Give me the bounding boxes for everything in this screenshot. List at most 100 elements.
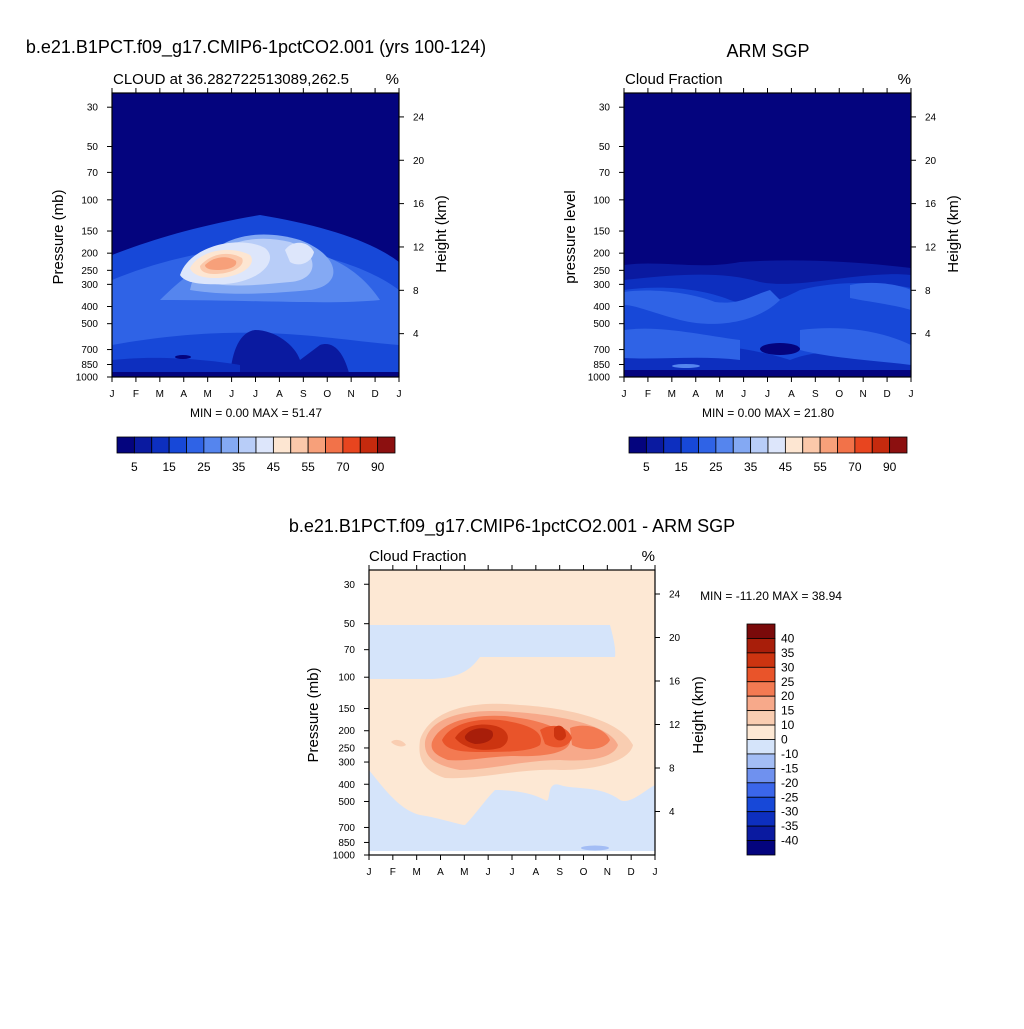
panel-obs-colorbar-label: 45 [779,460,793,474]
panel-diff-xtick-label: A [532,867,539,878]
panel-obs-title: ARM SGP [726,41,809,61]
panel-obs-colorbar-swatch [645,436,665,454]
panel-model-colorbar-swatch [168,436,187,454]
panel-diff-colorbar-label: 40 [781,631,795,645]
panel-model-ytick-label: 300 [81,280,98,291]
panel-diff-ytick-label: 1000 [333,851,356,862]
panel-diff-ylabel-right: Height (km) [690,676,707,754]
panel-model-colorbar-label: 15 [162,460,176,474]
panel-model-ylabel: Pressure (mb) [50,189,67,284]
panel-obs-xtick-label: J [741,389,746,400]
panel-diff-colorbar-swatch [746,724,776,740]
panel-diff-ytick-label: 400 [338,780,355,791]
panel-model-colorbar-label: 90 [371,460,385,474]
panel-obs-colorbar-swatch [837,436,856,454]
panel-obs-colorbar-swatch [854,436,873,454]
panel-diff-colorbar-label: 15 [781,704,795,718]
panel-obs-xtick-label: J [765,389,770,400]
panel-diff-xtick-label: A [437,867,444,878]
panel-diff-colorbar-swatch [746,811,776,827]
panel-model-units: % [386,71,399,88]
panel-model-xtick-label: J [110,389,115,400]
panel-diff-ytick-label: 850 [338,838,355,849]
panel-obs-yrtick-label: 16 [925,199,937,210]
panel-obs-ytick-label: 850 [593,360,610,371]
panel-model-ytick-label: 250 [81,266,98,277]
panel-obs-ytick-label: 50 [599,142,611,153]
panel-diff-colorbar-swatch [746,681,776,697]
panel-obs-yrtick-label: 8 [925,286,931,297]
panel-model-xtick-label: F [133,389,139,400]
panel-model-xtick-label: D [371,389,378,400]
panel-obs-ytick-label: 250 [593,266,610,277]
panel-obs-ytick-label: 150 [593,227,610,238]
panel-model-colorbar-swatch [238,436,257,454]
panel-diff-field [369,570,655,855]
panel-model-xtick-label: M [156,389,164,400]
panel-obs-field [624,93,911,377]
panel-model-ytick-label: 100 [81,195,98,206]
panel-model-colorbar-label: 35 [232,460,246,474]
panel-obs-ytick-label: 300 [593,280,610,291]
panel-model-colorbar-swatch [220,436,240,454]
panel-diff-colorbar-label: -25 [781,790,799,804]
panel-model-yrtick-label: 24 [413,112,425,123]
panel-obs-colorbar: 5 15 25 35 45 55 70 90 [628,436,908,474]
panel-diff-xtick-label: F [390,867,396,878]
panel-diff-yrtick-label: 16 [669,677,681,688]
panel-diff-xtick-label: M [460,867,468,878]
panel-obs-colorbar-swatch [628,436,647,454]
panel-diff-xtick-label: J [510,867,515,878]
panel-diff-xtick-label: D [628,867,635,878]
panel-obs-ytick-label: 30 [599,103,611,114]
panel-model-xtick-label: J [253,389,258,400]
panel-obs-xtick-label: M [668,389,676,400]
panel-diff-units: % [642,548,655,565]
panel-obs-xtick-label: S [812,389,819,400]
panel-diff-ytick-label: 300 [338,758,355,769]
panel-diff-axes: 30 50 70 100 150 200 250 300 400 500 700 850 1000 24 2… [333,565,681,878]
panel-obs-colorbar-label: 90 [883,460,897,474]
panel-obs-ylabel: pressure level [562,190,579,283]
panel-obs-colorbar-swatch [889,436,908,454]
panel-diff-yrtick-label: 12 [669,720,681,731]
panel-obs-xtick-label: J [909,389,914,400]
panel-diff-xtick-label: J [367,867,372,878]
panel-model-colorbar-swatch [272,436,292,454]
panel-diff-colorbar-swatch [746,739,776,755]
panel-diff-xtick-label: O [580,867,588,878]
panel-model-xtick-label: J [229,389,234,400]
panel-diff-xtick-label: S [556,867,563,878]
panel-model-xtick-label: A [180,389,187,400]
panel-diff-colorbar-swatch [746,782,776,798]
panel-obs-colorbar-swatch [732,436,752,454]
panel-obs-colorbar-label: 55 [813,460,827,474]
panel-obs-ytick-label: 700 [593,345,610,356]
panel-obs-colorbar-swatch [663,436,682,454]
panel-diff-ytick-label: 30 [344,580,356,591]
panel-model-yrtick-label: 20 [413,156,425,167]
panel-diff-colorbar-swatch [746,695,776,712]
panel-diff-title: b.e21.B1PCT.f09_g17.CMIP6-1pctCO2.001 - … [289,516,735,537]
panel-model-xtick-label: M [203,389,211,400]
panel-obs-colorbar-swatch [680,436,699,454]
panel-obs-xtick-label: A [788,389,795,400]
panel-obs-colorbar-swatch [767,436,786,454]
panel-model-ytick-label: 150 [81,227,98,238]
panel-model-ytick-label: 50 [87,142,99,153]
panel-obs-subtitle: Cloud Fraction [625,71,723,88]
panel-diff-ytick-label: 100 [338,673,355,684]
panel-obs-xtick-label: F [645,389,651,400]
panel-diff-colorbar-label: -15 [781,761,799,775]
panel-model-colorbar-swatch [203,436,222,454]
panel-diff-colorbar-label: -10 [781,747,799,761]
panel-obs-ytick-label: 100 [593,195,610,206]
panel-diff-colorbar-label: 20 [781,689,795,703]
panel-diff-colorbar-label: -30 [781,805,799,819]
panel-diff-colorbar-swatch [746,652,776,668]
panel-diff-subtitle: Cloud Fraction [369,548,467,565]
panel-model-yrtick-label: 16 [413,199,425,210]
panel-obs-xtick-label: A [692,389,699,400]
panel-obs-colorbar-label: 70 [848,460,862,474]
